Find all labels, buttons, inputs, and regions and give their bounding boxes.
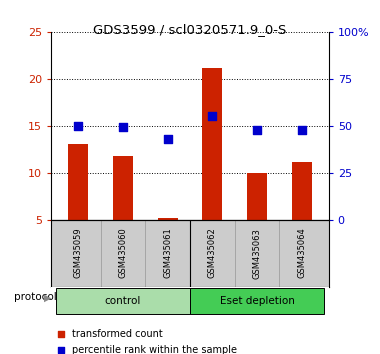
Bar [292,162,312,219]
Text: GSM435062: GSM435062 [208,228,217,279]
Text: control: control [105,296,141,306]
Text: GSM435064: GSM435064 [298,228,306,279]
Bar [158,218,178,219]
Point [75,123,81,129]
Point [209,114,215,119]
Point [254,127,260,133]
Text: ▶: ▶ [44,292,52,302]
Text: GSM435059: GSM435059 [74,228,82,278]
Text: Eset depletion: Eset depletion [220,296,294,306]
Text: GSM435063: GSM435063 [253,228,261,279]
Text: GSM435060: GSM435060 [119,228,127,279]
Bar [190,289,324,314]
Bar [202,68,222,219]
Text: GDS3599 / scl0320571.9_0-S: GDS3599 / scl0320571.9_0-S [93,23,287,36]
Point [58,331,64,337]
Point [120,124,126,130]
Text: GSM435061: GSM435061 [163,228,172,279]
Point [58,347,64,353]
Bar [247,173,267,219]
Point [299,127,305,133]
Text: transformed count: transformed count [73,329,163,339]
Text: protocol: protocol [14,292,57,302]
Bar [113,156,133,219]
Bar [56,289,190,314]
Bar [68,144,88,219]
Text: percentile rank within the sample: percentile rank within the sample [73,345,238,354]
Point [165,136,171,142]
